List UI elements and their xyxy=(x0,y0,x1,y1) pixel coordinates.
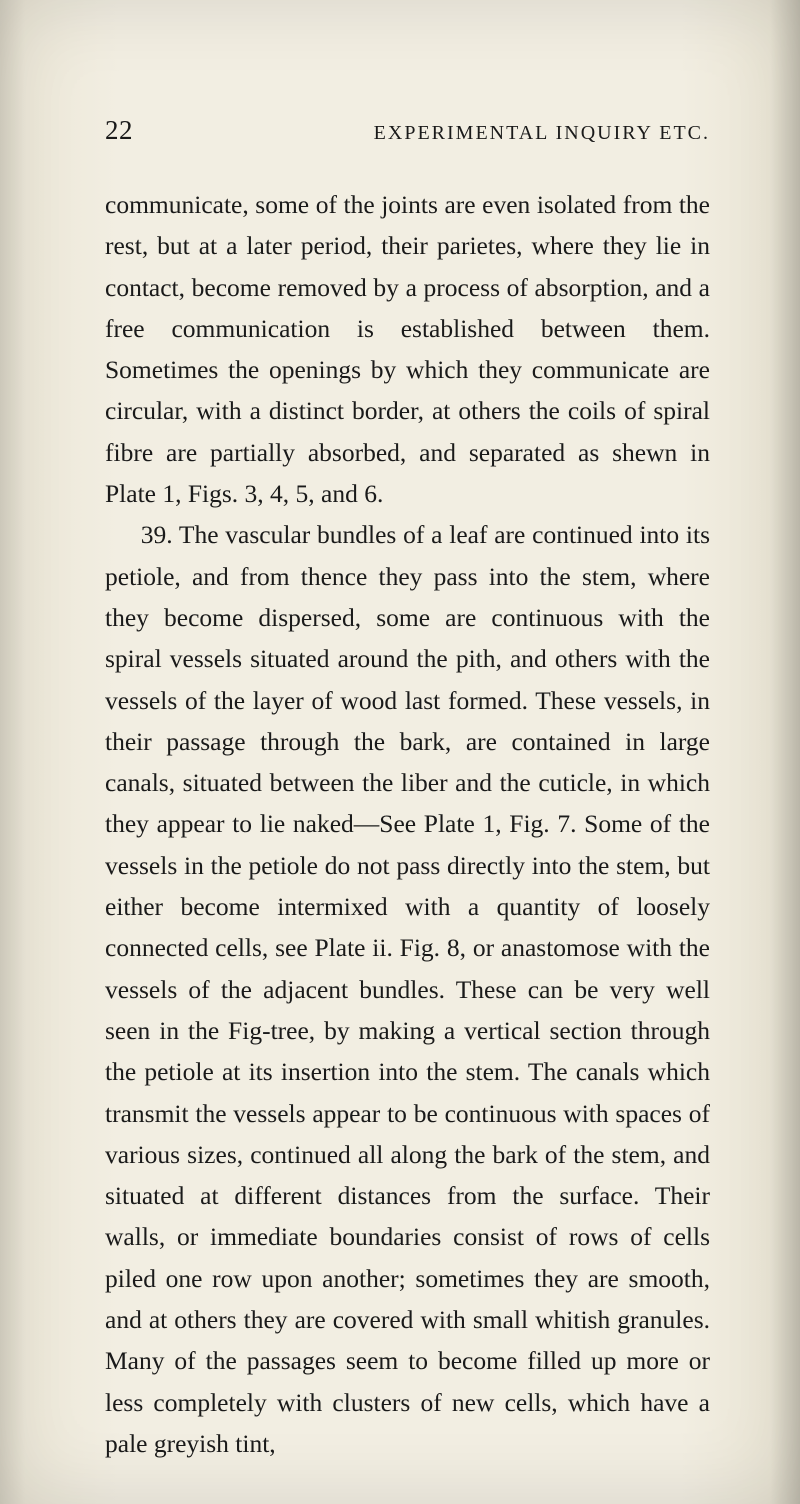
body-text: communicate, some of the joints are even… xyxy=(105,184,710,1464)
paragraph-1: communicate, some of the joints are even… xyxy=(105,184,710,514)
page-header: 22 EXPERIMENTAL INQUIRY ETC. xyxy=(105,115,710,146)
page-number: 22 xyxy=(105,115,133,146)
book-page: 22 EXPERIMENTAL INQUIRY ETC. communicate… xyxy=(0,0,800,1504)
paragraph-2: 39. The vascular bundles of a leaf are c… xyxy=(105,514,710,1464)
running-title: EXPERIMENTAL INQUIRY ETC. xyxy=(374,122,710,145)
